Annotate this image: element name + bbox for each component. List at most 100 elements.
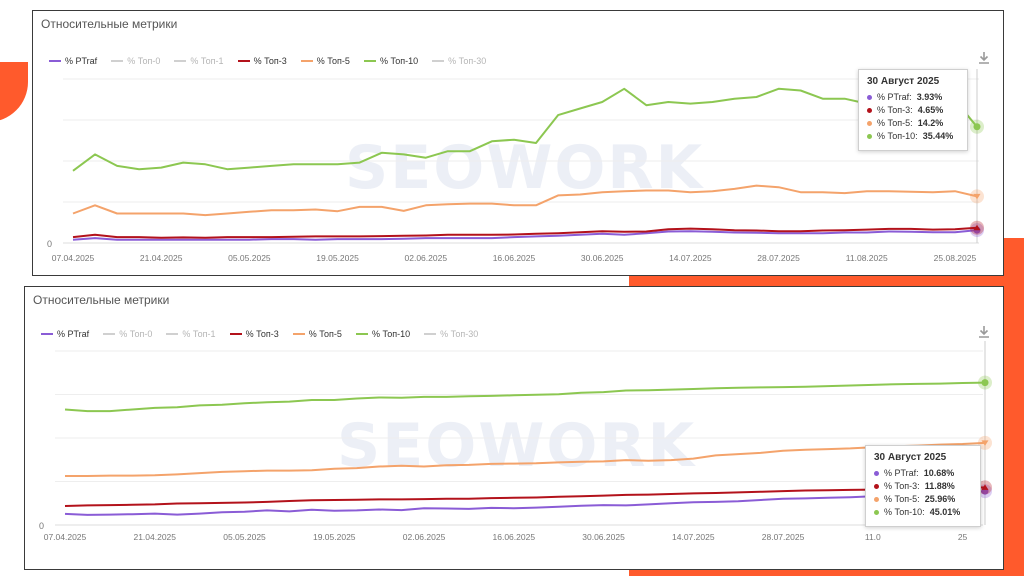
decor-shape-left: [0, 62, 28, 122]
chart-panel-bottom: Относительные метрики % PTraf % Топ-0 % То…: [24, 286, 1004, 570]
x-tick-label: 05.05.2025: [223, 532, 266, 542]
legend-item[interactable]: % Топ-30: [424, 329, 478, 339]
legend-item[interactable]: % Топ-0: [103, 329, 152, 339]
y-tick-label: 0: [39, 521, 44, 531]
x-tick-label: 11.08.2025: [846, 253, 888, 263]
line-chart: 007.04.2025 21.04.2025 05.05.2025 19.05.202…: [39, 341, 992, 542]
x-tick-label: 21.04.2025: [133, 532, 176, 542]
legend-swatch: [300, 60, 313, 62]
tooltip-row: % PTraf: 3.93%: [867, 92, 959, 102]
legend-label: % Топ-1: [182, 329, 216, 339]
series-line: [64, 486, 986, 507]
legend-label: % PTraf: [57, 329, 90, 339]
chart-legend: % PTraf % Топ-0 % Топ-1 % Топ-3 % Топ-5 % Топ…: [41, 329, 478, 339]
legend-item[interactable]: % Топ-5: [292, 329, 342, 339]
x-tick-label: 28.07.2025: [762, 532, 805, 542]
tooltip-dot: [867, 120, 872, 126]
legend-swatch: [103, 333, 116, 335]
legend-swatch: [166, 333, 179, 335]
x-tick-label: 05.05.2025: [228, 253, 271, 263]
series-line: [72, 87, 978, 172]
x-tick-label: 25.08.2025: [934, 253, 977, 263]
tooltip-row: % Топ-10: 45.01%: [874, 507, 972, 517]
tooltip-dot: [867, 107, 872, 113]
legend-item[interactable]: % PTraf: [41, 329, 89, 339]
legend-label: % Топ-1: [190, 56, 224, 66]
x-tick-label: 25: [958, 532, 968, 542]
legend-label: % Топ-10: [371, 329, 411, 339]
series-marker: [973, 193, 981, 200]
tooltip-dot: [867, 94, 872, 100]
tooltip-value: 14.2%: [917, 118, 944, 128]
legend-swatch: [355, 333, 368, 335]
chart-panel-top: Относительные метрики % PTraf % Топ-0 % То…: [32, 10, 1004, 276]
tooltip-dot: [874, 483, 879, 489]
legend-swatch: [229, 333, 242, 335]
series-line: [64, 381, 986, 413]
download-icon[interactable]: [977, 325, 991, 339]
tooltip-label: % Топ-5:: [877, 118, 913, 128]
legend-item[interactable]: % Топ-0: [111, 56, 160, 66]
tooltip-label: % Топ-3:: [877, 105, 913, 115]
tooltip-value: 10.68%: [923, 468, 955, 478]
series-line: [72, 184, 978, 217]
tooltip-row: % Топ-5: 14.2%: [867, 118, 959, 128]
x-tick-label: 21.04.2025: [140, 253, 183, 263]
legend-item[interactable]: % Топ-30: [432, 56, 486, 66]
tooltip-dot: [874, 496, 879, 502]
tooltip-value: 3.93%: [916, 92, 943, 102]
legend-label: % Топ-0: [127, 56, 161, 66]
legend-swatch: [432, 60, 445, 62]
line-chart: 007.04.2025 21.04.2025 05.05.2025 19.05.202…: [47, 69, 984, 263]
x-tick-label: 30.06.2025: [582, 532, 625, 542]
tooltip-value: 45.01%: [929, 507, 961, 517]
tooltip-row: % PTraf: 10.68%: [874, 468, 972, 478]
tooltip-dot: [867, 133, 872, 139]
legend-label: % Топ-5: [316, 56, 350, 66]
download-icon[interactable]: [977, 51, 991, 65]
legend-label: % Топ-30: [440, 329, 479, 339]
x-tick-label: 19.05.2025: [313, 532, 356, 542]
x-tick-label: 30.06.2025: [581, 253, 624, 263]
tooltip-label: % Топ-10:: [884, 507, 925, 517]
legend-item[interactable]: % Топ-10: [363, 56, 418, 66]
series-marker: [981, 379, 989, 387]
legend-item[interactable]: % Топ-1: [166, 329, 216, 339]
legend-item[interactable]: % Топ-3: [237, 56, 287, 66]
legend-swatch: [111, 60, 124, 62]
legend-item[interactable]: % Топ-10: [355, 329, 411, 339]
tooltip-row: % Топ-3: 4.65%: [867, 105, 959, 115]
x-tick-label: 16.06.2025: [493, 253, 536, 263]
series-marker: [981, 484, 989, 490]
legend-item[interactable]: % PTraf: [49, 56, 97, 66]
legend-swatch: [363, 60, 376, 62]
x-tick-label: 14.07.2025: [669, 253, 712, 263]
tooltip-value: 35.44%: [922, 131, 954, 141]
legend-label: % PTraf: [65, 56, 98, 66]
x-tick-label: 19.05.2025: [316, 253, 359, 263]
series-line: [72, 226, 978, 239]
x-tick-label: 11.0: [865, 532, 881, 542]
series-marker: [973, 224, 981, 231]
y-tick-label: 0: [47, 239, 52, 249]
series-marker: [981, 440, 989, 446]
tooltip-value: 4.65%: [917, 105, 944, 115]
legend-item[interactable]: % Топ-5: [300, 56, 350, 66]
legend-swatch: [41, 333, 53, 335]
tooltip-dot: [874, 509, 879, 515]
x-tick-label: 07.04.2025: [44, 532, 87, 542]
x-tick-label: 28.07.2025: [757, 253, 800, 263]
legend-swatch: [292, 333, 305, 335]
tooltip-label: % Топ-10:: [877, 131, 918, 141]
legend-label: % Топ-0: [119, 329, 153, 339]
legend-swatch: [237, 60, 250, 62]
tooltip-value: 11.88%: [924, 481, 955, 491]
tooltip-label: % PTraf:: [884, 468, 919, 478]
tooltip-label: % PTraf:: [877, 92, 912, 102]
legend-item[interactable]: % Топ-3: [229, 329, 279, 339]
series-line: [65, 441, 986, 477]
x-tick-label: 14.07.2025: [672, 532, 715, 542]
legend-item[interactable]: % Топ-1: [174, 56, 224, 66]
tooltip-date: 30 Август 2025: [874, 452, 947, 463]
x-tick-label: 02.06.2025: [405, 253, 448, 263]
